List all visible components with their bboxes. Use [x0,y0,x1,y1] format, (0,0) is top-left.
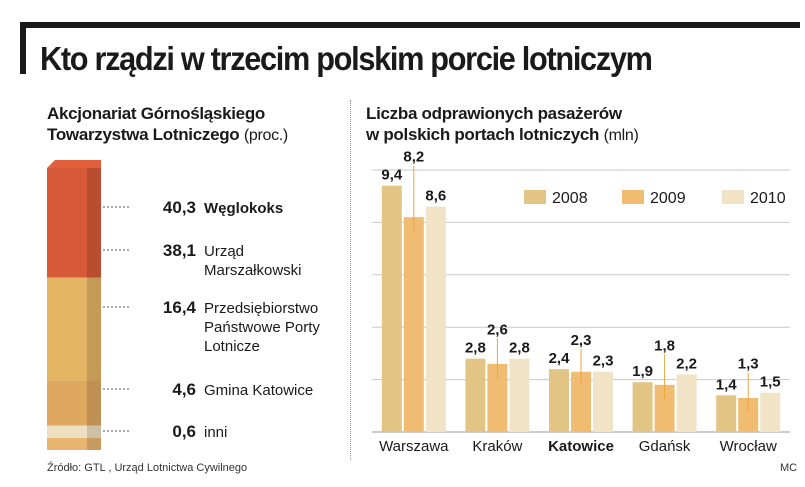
stack-top-cap [47,160,101,168]
bar [465,358,486,432]
stack-segment-label: Węglokoks [204,200,283,217]
page-title: Kto rządzi w trzecim polskim porcie lotn… [40,40,653,77]
bar [738,397,759,432]
stack-segment-label: Gmina Katowice [204,382,313,399]
panel-divider [350,100,351,460]
bar-value-label: 2,3 [593,353,614,370]
category-tick-label: Warszawa [379,438,449,455]
legend-label: 2010 [750,190,786,207]
bar [403,217,424,432]
bar [654,384,675,432]
right-panel-heading: Liczba odprawionych pasażerów w polskich… [366,103,639,146]
bar [676,374,697,432]
bar-value-label: 2,4 [549,350,571,367]
bar [571,371,591,432]
stack-segment-side [87,438,101,450]
bar-value-label: 2,6 [487,322,508,339]
stack-segment-side [87,425,101,438]
legend-label: 2009 [650,190,686,207]
left-heading-unit: (proc.) [243,127,288,144]
category-tick-label: Kraków [472,438,522,455]
right-heading-unit: (mln) [603,127,639,144]
stack-segment-front [47,438,87,450]
bar-value-label: 8,6 [425,188,446,205]
bar-value-label: 2,8 [465,340,486,357]
bar [487,363,508,432]
stack-value-label: 38,1 [163,241,196,260]
stack-segment-front [47,425,87,438]
left-panel-heading: Akcjonariat Górnośląskiego Towarzystwa L… [47,103,288,146]
stack-segment-label: inni [204,424,227,441]
bar-value-label: 1,8 [654,337,675,354]
stack-segment-label: Przedsiębiorstwo [204,300,318,317]
frame-left-rule [20,22,26,74]
bar [716,395,737,432]
stack-segment-label: Urząd [204,243,244,260]
source-note: Źródło: GTL , Urząd Lotnictwa Cywilnego [47,462,248,474]
bar-value-label: 2,8 [509,340,530,357]
stack-segment-side [87,277,101,381]
author-credit: MC [780,462,798,474]
bar [509,358,530,432]
legend-swatch [622,190,644,204]
bar [632,382,653,432]
stack-value-label: 0,6 [172,422,196,441]
bar-value-label: 9,4 [381,167,403,184]
frame-top-rule [20,22,800,28]
stack-segment-label: Lotnicze [204,338,260,355]
bar-value-label: 1,5 [760,374,781,391]
bar [760,392,781,432]
bar-value-label: 8,2 [403,149,424,166]
stack-segment-front [47,277,87,381]
stack-segment-label: Marszałkowski [204,262,302,279]
legend-swatch [722,190,744,204]
category-tick-label: Wrocław [720,438,777,455]
bar-value-label: 1,3 [738,356,759,373]
bar-value-label: 2,2 [676,355,697,372]
stack-segment-side [87,168,101,278]
stack-segment-label: Państwowe Porty [204,319,320,336]
bar [549,369,569,432]
left-heading-line1: Akcjonariat Górnośląskiego [47,104,265,123]
bar-value-label: 1,4 [716,376,738,393]
legend-swatch [524,190,546,204]
category-tick-label: Gdańsk [639,438,691,455]
stack-value-label: 40,3 [163,198,196,217]
bar-value-label: 2,3 [571,332,592,349]
bar [593,371,613,432]
bar [425,206,446,432]
bar [381,185,402,432]
legend-label: 2008 [552,190,588,207]
left-heading-line2: Towarzystwa Lotniczego [47,125,240,144]
bar-value-label: 1,9 [632,363,653,380]
right-heading-line1: Liczba odprawionych pasażerów [366,104,622,123]
stack-value-label: 4,6 [172,380,196,399]
stack-value-label: 16,4 [163,298,197,317]
stack-segment-front [47,380,87,426]
right-heading-line2: w polskich portach lotniczych [366,125,600,144]
stack-segment-front [47,168,87,278]
category-tick-label: Katowice [548,438,614,455]
stack-segment-side [87,380,101,426]
